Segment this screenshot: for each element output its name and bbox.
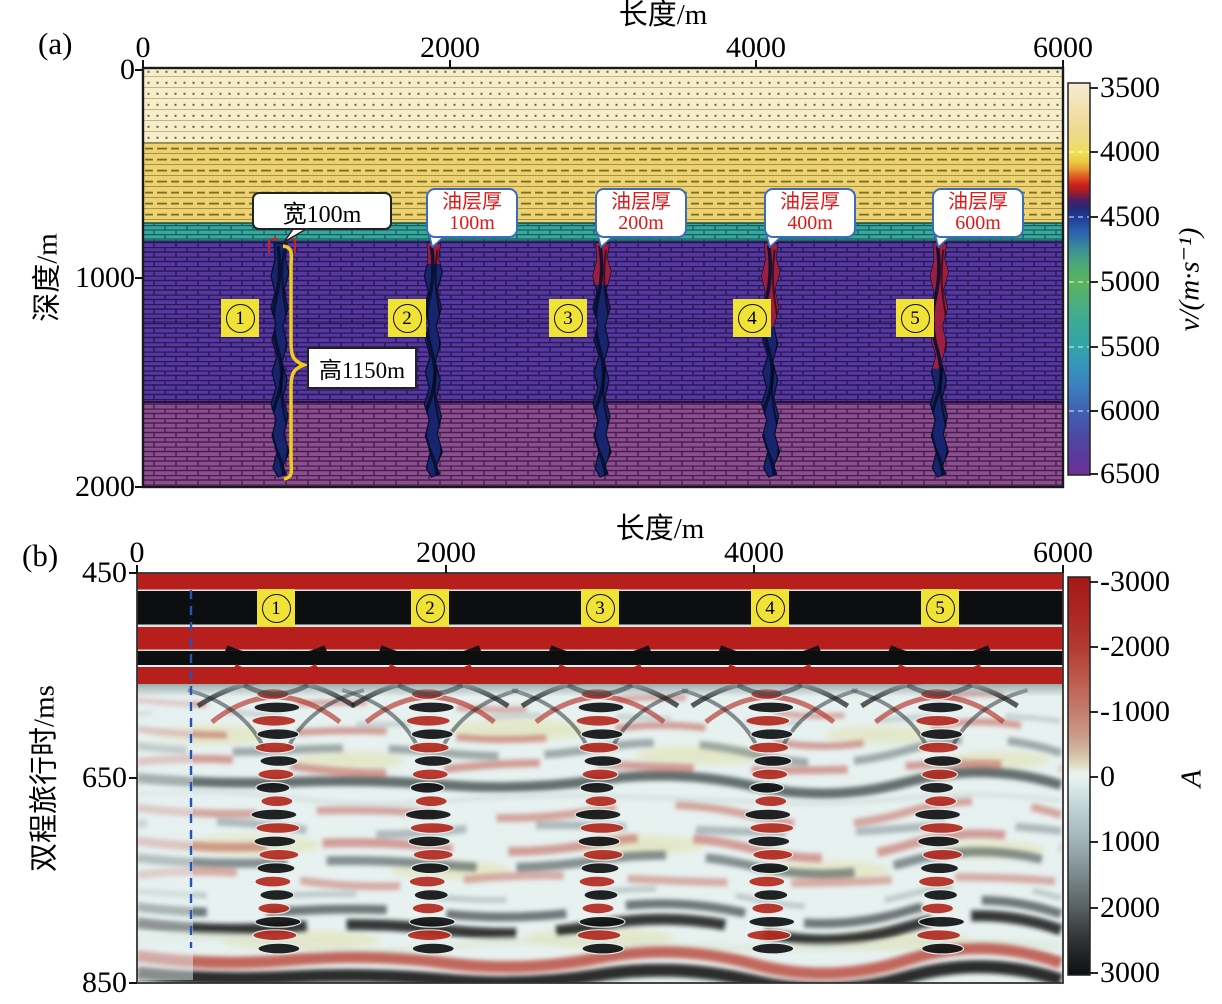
oil-callout-3-line1: 油层厚 [780,191,840,213]
panel-b-y-tick-2: 850 [82,966,127,999]
panel-b-x-tick-1: 2000 [416,536,476,569]
cbar-a-title: v/(m·s⁻¹) [1173,227,1206,332]
panel-a-y-tick-0: 0 [120,53,135,86]
height-brace [282,244,310,481]
cbar-a-tick-1: 4000 [1100,135,1160,168]
badge-b-4-number: 4 [755,593,785,623]
cbar-b-tick-2: -1000 [1100,695,1170,728]
oil-callout-2-line2: 200m [618,212,664,234]
badge-a-5-number: 5 [900,303,930,333]
badge-b-3-number: 3 [585,593,615,623]
panel-b-y-tick-1: 650 [82,761,127,794]
oil-callout-1: 油层厚 100m [426,188,518,238]
cbar-b-tick-1: -2000 [1100,630,1170,663]
badge-b-1-number: 1 [261,593,291,623]
badge-b-3: 3 [581,589,619,627]
badge-b-5: 5 [921,589,959,627]
oil-callout-4: 油层厚 600m [932,188,1024,238]
badge-b-1: 1 [257,589,295,627]
oil-callout-1-line2: 100m [449,212,495,234]
cbar-b-tick-6: 3000 [1100,956,1160,989]
cbar-b-title: A [1175,769,1208,788]
width-callout: 宽100m [252,192,392,230]
panel-b-ticks [129,565,1064,984]
oil-callout-2: 油层厚 200m [595,188,687,238]
cbar-a-tick-5: 6000 [1100,394,1160,427]
cbar-a-tick-4: 5500 [1100,330,1160,363]
panel-b-x-title: 长度/m [615,513,705,545]
panel-b-y-tick-0: 450 [82,556,127,589]
cbar-b-tick-4: 1000 [1100,825,1160,858]
panel-b-tag: (b) [22,538,59,573]
badge-a-2: 2 [388,299,426,337]
badge-a-1: 1 [221,299,259,337]
pulldown-chevrons [224,645,992,697]
panel-a-y-title: 深度/m [31,233,64,322]
colorbar-velocity [1067,82,1098,476]
cbar-b-tick-0: -3000 [1100,565,1170,598]
panel-b-y-title: 双程旅行时/ms [28,685,61,872]
width-bracket [268,238,296,253]
height-callout-text: 高1150m [318,358,406,383]
height-callout: 高1150m [307,347,417,389]
cbar-b-tick-3: 0 [1100,760,1115,793]
panel-a-model [135,60,1098,489]
badge-a-3: 3 [549,299,587,337]
badge-a-4: 4 [733,299,771,337]
cbar-a-tick-6: 6500 [1100,457,1160,490]
panel-a-y-tick-2: 2000 [75,470,135,503]
panel-a-x-tick-2: 4000 [726,31,786,64]
badge-a-4-number: 4 [737,303,767,333]
panel-a-ticks [135,60,1064,488]
oil-callout-2-line1: 油层厚 [611,191,671,213]
oil-callout-1-line1: 油层厚 [442,191,502,213]
panel-a-y-tick-1: 1000 [75,261,135,294]
cbar-a-tick-3: 5000 [1100,265,1160,298]
cbar-a-tick-2: 4500 [1100,200,1160,233]
panel-a-x-title: 长度/m [618,0,708,31]
panel-b-x-tick-3: 6000 [1033,536,1093,569]
badge-b-2: 2 [411,589,449,627]
panel-a-tag: (a) [38,26,73,61]
cbar-a-tick-0: 3500 [1100,71,1160,104]
badge-a-2-number: 2 [392,303,422,333]
panel-b-x-tick-0: 0 [129,536,145,569]
width-callout-text: 宽100m [282,201,362,228]
panel-a-x-tick-1: 2000 [420,31,480,64]
badge-a-5: 5 [896,299,934,337]
badge-b-5-number: 5 [925,593,955,623]
colorbar-amplitude [1067,576,1098,976]
oil-callout-3: 油层厚 400m [764,188,856,238]
badge-b-2-number: 2 [415,593,445,623]
panel-b-seismic [129,565,1098,984]
oil-callout-3-line2: 400m [787,212,833,234]
panel-b-x-tick-2: 4000 [724,536,784,569]
oil-callout-4-line1: 油层厚 [948,191,1008,213]
badge-b-4: 4 [751,589,789,627]
badge-a-1-number: 1 [225,303,255,333]
badge-a-3-number: 3 [553,303,583,333]
oil-callout-4-line2: 600m [955,212,1001,234]
panel-a-x-tick-0: 0 [135,31,151,64]
panel-a-x-tick-3: 6000 [1033,31,1093,64]
cbar-b-tick-5: 2000 [1100,891,1160,924]
